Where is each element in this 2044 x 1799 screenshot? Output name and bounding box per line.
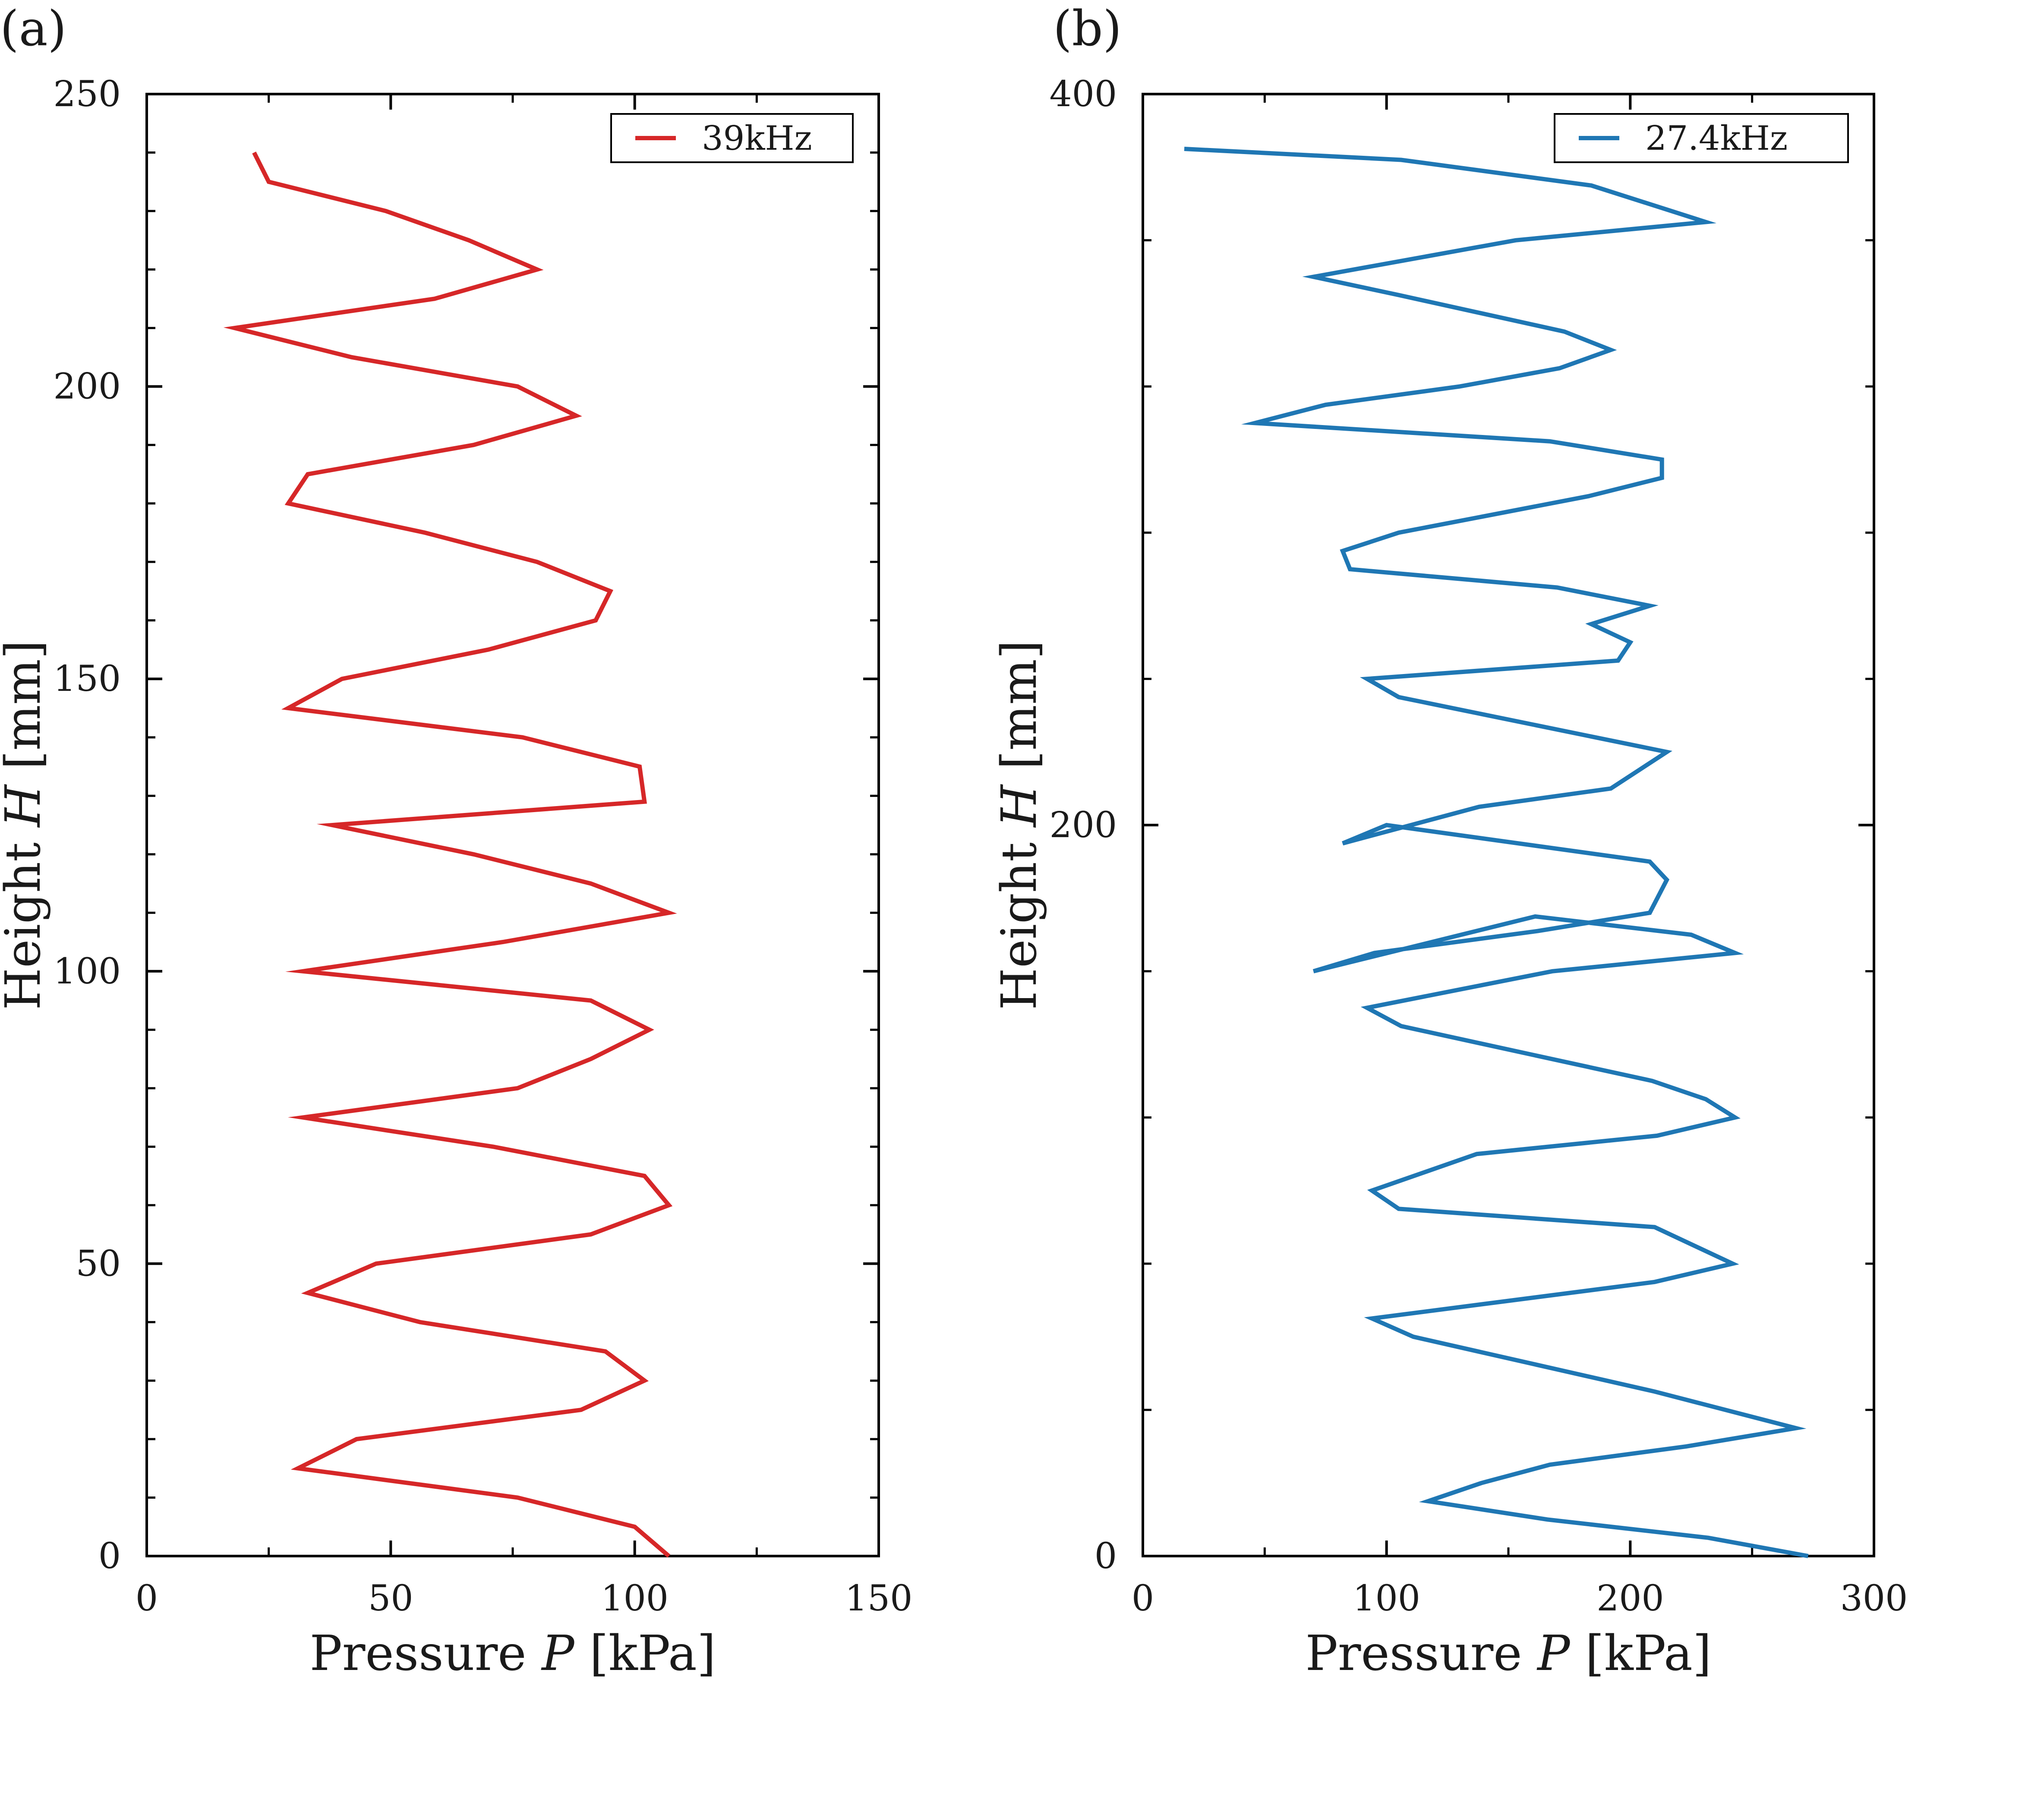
panel-b: (b) 0 200 400 0 100 200 300 Pressure P [kPa] Heig…: [991, 1, 1908, 1682]
panel-b-x-tick-label: 200: [1596, 1578, 1664, 1619]
panel-b-plot-frame: [1142, 93, 1875, 1557]
panel-a-label: (a): [0, 1, 66, 57]
panel-a-x-tick-label: 0: [136, 1578, 158, 1619]
panel-b-y-tick-label: 200: [1049, 805, 1117, 846]
panel-a-y-tick-label: 50: [76, 1243, 121, 1284]
panel-a-legend-label: 39kHz: [702, 119, 812, 158]
panel-a-x-tick-label: 150: [845, 1578, 913, 1619]
panel-b-y-tick-label: 400: [1049, 74, 1117, 115]
panel-b-y-axis-label: Height H [mm]: [991, 640, 1047, 1010]
panel-b-x-tick-label: 0: [1132, 1578, 1154, 1619]
panel-b-y-tick-label: 0: [1095, 1536, 1117, 1577]
panel-a-y-tick-label: 100: [53, 951, 121, 992]
panel-b-label: (b): [1053, 1, 1122, 57]
panel-b-x-tick-label: 300: [1840, 1578, 1908, 1619]
panel-a-y-tick-label: 250: [53, 74, 121, 115]
panel-a-x-tick-label: 50: [368, 1578, 413, 1619]
panel-a-y-tick-label: 0: [98, 1536, 121, 1577]
panel-a-series-line: [223, 151, 677, 1558]
panel-b-x-tick-label: 100: [1353, 1578, 1420, 1619]
panel-a-y-tick-label: 200: [53, 366, 121, 407]
panel-b-legend-label: 27.4kHz: [1645, 119, 1788, 158]
panel-b-series-line: [1184, 147, 1809, 1558]
panel-a-x-axis-label: Pressure P [kPa]: [309, 1626, 716, 1682]
panel-a: (a) 0 50 100 150 200 250 0 50 100 150 Pressure P [k…: [0, 1, 912, 1682]
panel-b-x-axis-label: Pressure P [kPa]: [1305, 1626, 1711, 1682]
panel-a-y-tick-label: 150: [53, 658, 121, 699]
panel-a-x-tick-label: 100: [601, 1578, 669, 1619]
panel-a-y-axis-label: Height H [mm]: [0, 640, 51, 1010]
